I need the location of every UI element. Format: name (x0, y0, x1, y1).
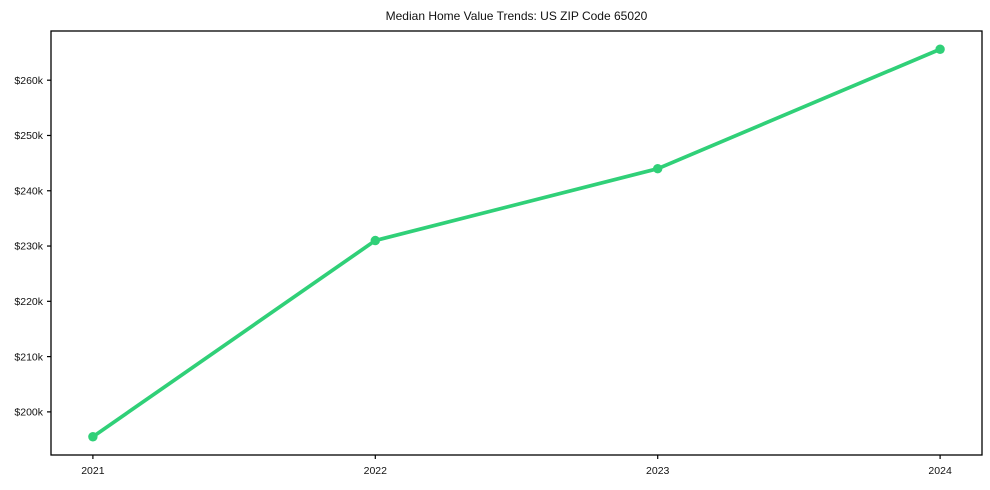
data-point (88, 432, 98, 442)
x-tick-label: 2021 (81, 465, 105, 477)
y-tick-label: $220k (14, 296, 43, 308)
data-point (935, 44, 945, 54)
x-tick-label: 2023 (646, 465, 670, 477)
y-tick-label: $240k (14, 185, 43, 197)
x-tick-label: 2024 (928, 465, 952, 477)
plot-border (50, 30, 983, 456)
x-tick-label: 2022 (364, 465, 388, 477)
y-tick-label: $210k (14, 351, 43, 363)
chart-title: Median Home Value Trends: US ZIP Code 65… (385, 9, 648, 23)
y-tick-label: $230k (14, 241, 43, 253)
data-point (370, 235, 380, 246)
y-tick-label: $260k (14, 75, 43, 87)
data-point (653, 163, 663, 174)
y-tick-label: $200k (14, 407, 43, 419)
data-line (91, 47, 942, 439)
plot-background (51, 31, 982, 455)
y-tick-label: $250k (14, 130, 43, 142)
